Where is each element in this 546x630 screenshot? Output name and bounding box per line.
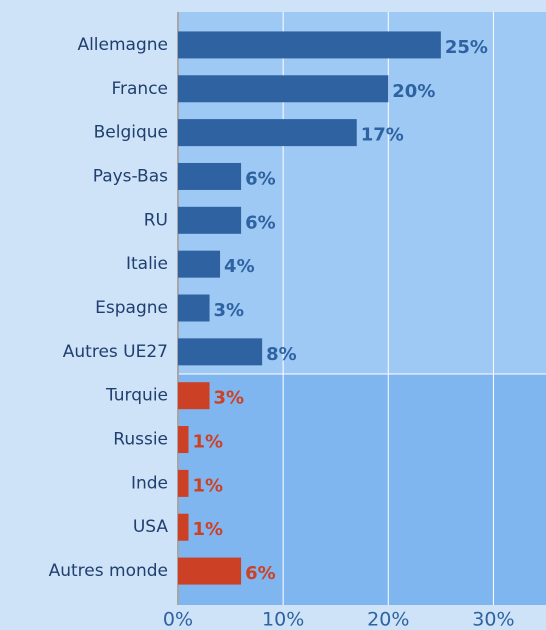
x-tick-label: 20% bbox=[367, 609, 409, 630]
y-tick-label: Espagne bbox=[95, 298, 168, 318]
y-tick-label: RU bbox=[144, 210, 168, 230]
bar bbox=[178, 31, 441, 59]
bar bbox=[178, 469, 189, 497]
x-tick-label: 0% bbox=[163, 609, 193, 630]
value-label: 25% bbox=[445, 37, 488, 58]
x-tick-label: 30% bbox=[472, 609, 514, 630]
y-tick-label: Russie bbox=[113, 430, 168, 450]
bar bbox=[178, 557, 242, 585]
plot-area-eu bbox=[178, 12, 546, 374]
bar bbox=[178, 119, 357, 147]
y-tick-label: Autres UE27 bbox=[63, 342, 168, 362]
bar bbox=[178, 206, 242, 234]
value-label: 6% bbox=[245, 168, 276, 189]
value-label: 6% bbox=[245, 563, 276, 584]
bar bbox=[178, 294, 210, 322]
bar bbox=[178, 250, 221, 278]
value-label: 1% bbox=[193, 519, 224, 540]
value-label: 17% bbox=[361, 125, 404, 146]
value-label: 6% bbox=[245, 212, 276, 233]
value-label: 4% bbox=[224, 256, 255, 277]
y-tick-label: Autres monde bbox=[49, 561, 168, 581]
y-tick-label: Pays-Bas bbox=[93, 166, 168, 186]
value-label: 3% bbox=[214, 300, 245, 321]
value-label: 8% bbox=[266, 344, 297, 365]
y-tick-label: Inde bbox=[131, 473, 168, 493]
value-label: 3% bbox=[214, 388, 245, 409]
y-tick-label: Allemagne bbox=[77, 35, 168, 55]
y-tick-label: USA bbox=[133, 517, 169, 537]
y-tick-label: France bbox=[111, 79, 168, 99]
y-tick-label: Belgique bbox=[94, 123, 168, 143]
x-tick-label: 10% bbox=[262, 609, 304, 630]
value-label: 20% bbox=[392, 81, 435, 102]
bar bbox=[178, 75, 389, 103]
bar bbox=[178, 382, 210, 410]
value-label: 1% bbox=[193, 432, 224, 453]
y-tick-label: Turquie bbox=[105, 386, 168, 406]
bar bbox=[178, 513, 189, 541]
bar bbox=[178, 338, 263, 366]
value-label: 1% bbox=[193, 475, 224, 496]
bar bbox=[178, 162, 242, 190]
bar bbox=[178, 426, 189, 454]
y-tick-label: Italie bbox=[126, 254, 168, 274]
